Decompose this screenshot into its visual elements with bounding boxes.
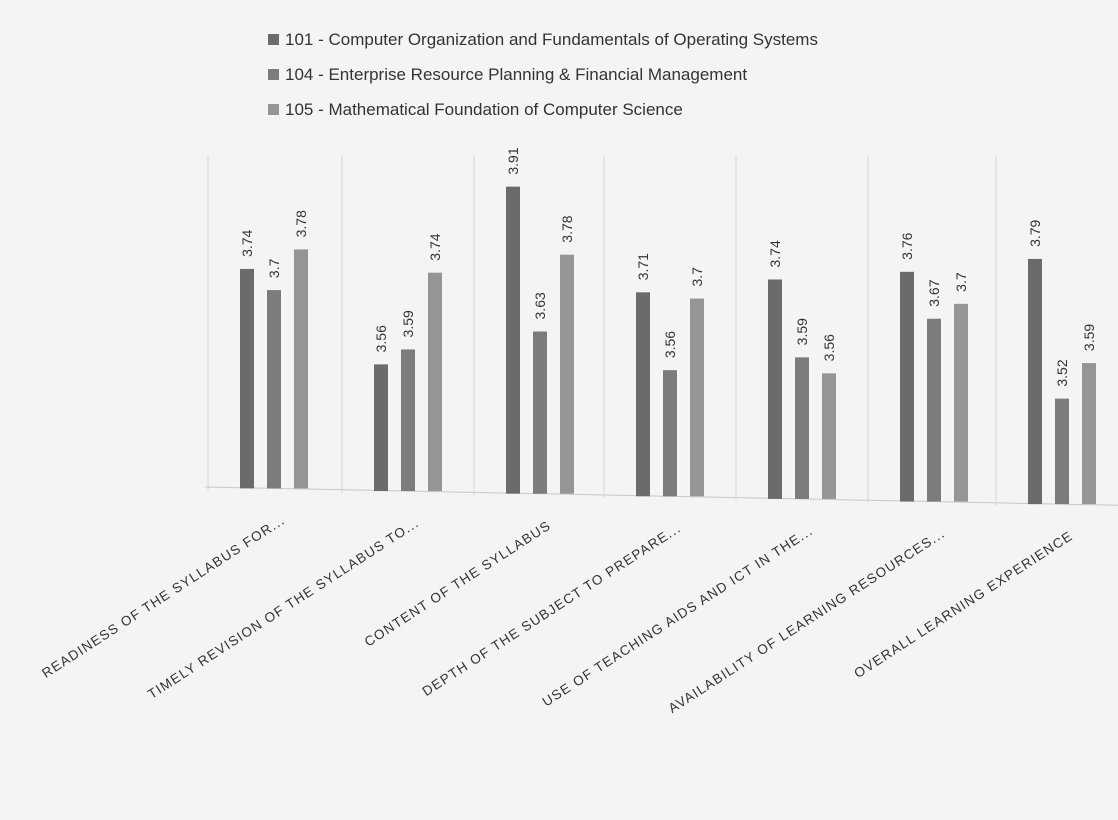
bar (768, 279, 782, 499)
legend-swatch-101 (268, 34, 279, 45)
bar (954, 303, 968, 502)
data-label: 3.67 (926, 279, 942, 306)
data-label: 3.56 (821, 334, 837, 361)
data-label: 3.74 (427, 233, 443, 260)
data-label: 3.78 (293, 210, 309, 237)
bar (663, 370, 677, 497)
category-label: READINESS OF THE SYLLABUS FOR... (39, 512, 287, 681)
data-label: 3.91 (505, 147, 521, 174)
bar (560, 254, 574, 494)
x-axis-baseline (204, 486, 1118, 506)
data-label: 3.59 (794, 318, 810, 345)
bar (795, 357, 809, 499)
legend-swatch-104 (268, 69, 279, 80)
data-label: 3.7 (953, 272, 969, 292)
data-label: 3.74 (767, 240, 783, 267)
bar (822, 373, 836, 499)
category-label: AVAILABILITY OF LEARNING RESOURCES... (666, 526, 948, 716)
category-label: TIMELY REVISION OF THE SYLLABUS TO... (145, 515, 422, 702)
category-label: USE OF TEACHING AIDS AND ICT IN THE... (540, 523, 816, 710)
legend-label-104: 104 - Enterprise Resource Planning & Fin… (285, 64, 748, 84)
data-label: 3.7 (266, 258, 282, 278)
data-label: 3.76 (899, 232, 915, 259)
bar (900, 271, 914, 502)
category-label: OVERALL LEARNING EXPERIENCE (851, 528, 1075, 681)
bar (1082, 363, 1096, 505)
data-label: 3.63 (532, 292, 548, 319)
bar (1055, 398, 1069, 505)
bar (690, 298, 704, 497)
bar (533, 331, 547, 494)
bar (374, 364, 388, 492)
legend: 101 - Computer Organization and Fundamen… (268, 22, 818, 127)
data-label: 3.56 (373, 325, 389, 352)
legend-item-104: 104 - Enterprise Resource Planning & Fin… (268, 57, 818, 92)
bar (1028, 258, 1042, 505)
legend-label-105: 105 - Mathematical Foundation of Compute… (285, 99, 683, 119)
data-label: 3.7 (689, 267, 705, 287)
bar (506, 186, 520, 494)
category-label: DEPTH OF THE SUBJECT TO PREPARE... (420, 520, 684, 699)
legend-item-105: 105 - Mathematical Foundation of Compute… (268, 92, 818, 127)
data-label: 3.56 (662, 331, 678, 358)
bar (267, 290, 281, 489)
bar (428, 272, 442, 492)
data-label: 3.71 (635, 253, 651, 280)
bar (294, 249, 308, 489)
legend-label-101: 101 - Computer Organization and Fundamen… (285, 29, 818, 49)
bar (401, 349, 415, 492)
legend-swatch-105 (268, 104, 279, 115)
bar (636, 292, 650, 497)
data-label: 3.74 (239, 229, 255, 256)
bar (240, 268, 254, 489)
data-label: 3.59 (400, 310, 416, 337)
data-label: 3.79 (1027, 219, 1043, 246)
data-label: 3.59 (1081, 324, 1097, 351)
bar (927, 318, 941, 502)
data-label: 3.78 (559, 215, 575, 242)
legend-item-101: 101 - Computer Organization and Fundamen… (268, 22, 818, 57)
data-label: 3.52 (1054, 359, 1070, 386)
